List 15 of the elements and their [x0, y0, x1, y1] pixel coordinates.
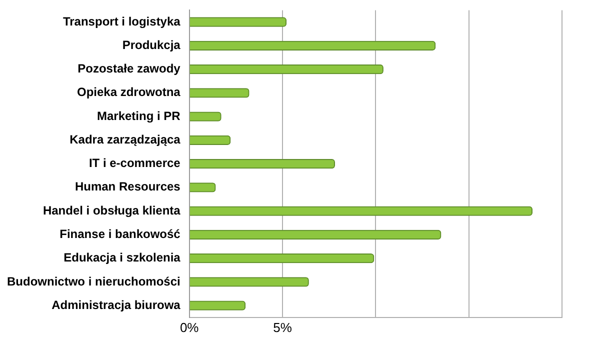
y-tick-label: Opieka zdrowotna — [76, 85, 181, 100]
y-tick-label: Kadra zarządzająca — [70, 132, 181, 146]
y-tick-label: Human Resources — [74, 180, 181, 194]
y-tick-label: Administracja biurowa — [52, 298, 181, 312]
y-tick-label: Produkcja — [122, 38, 181, 52]
y-tick-label: Pozostałe zawody — [78, 62, 181, 76]
y-tick-label: Marketing i PR — [96, 108, 181, 123]
y-tick-label: Handel i obsługa klienta — [42, 203, 181, 218]
x-tick-label: 0% — [180, 320, 200, 335]
y-tick-label: Transport i logistyka — [62, 14, 181, 28]
y-tick-label: Edukacja i szkolenia — [64, 250, 181, 265]
y-tick-label: Budownictwo i nieruchomości — [7, 274, 180, 288]
x-tick-label: 5% — [273, 320, 292, 335]
y-tick-label: IT i e-commerce — [88, 156, 181, 170]
y-tick-label: Finanse i bankowość — [60, 227, 181, 242]
